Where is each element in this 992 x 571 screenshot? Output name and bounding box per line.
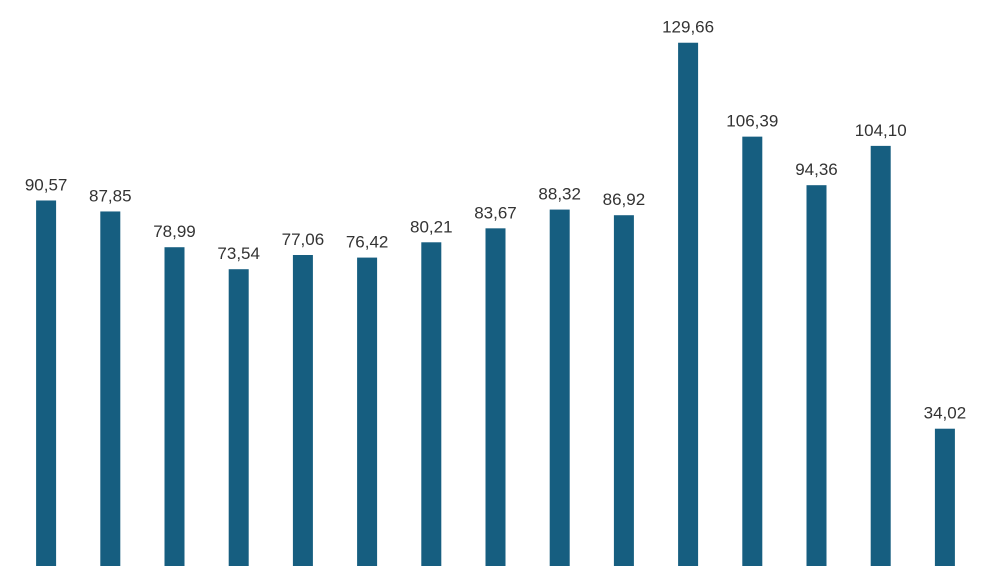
bar bbox=[613, 215, 634, 567]
data-label: 88,32 bbox=[538, 185, 581, 204]
data-label: 90,57 bbox=[25, 175, 68, 194]
bar bbox=[549, 209, 570, 566]
data-label: 87,85 bbox=[89, 186, 132, 205]
data-label: 78,99 bbox=[153, 222, 196, 241]
data-label: 34,02 bbox=[924, 404, 967, 423]
bar bbox=[164, 247, 185, 566]
data-label: 80,21 bbox=[410, 217, 453, 236]
bar bbox=[292, 255, 313, 566]
data-label: 94,36 bbox=[795, 160, 838, 179]
data-label: 129,66 bbox=[662, 18, 714, 37]
bar bbox=[485, 228, 506, 566]
data-label: 86,92 bbox=[603, 190, 646, 209]
data-label: 104,10 bbox=[855, 121, 907, 140]
data-label: 83,67 bbox=[474, 203, 517, 222]
bar bbox=[421, 242, 442, 567]
bar bbox=[36, 200, 57, 566]
bar bbox=[100, 211, 121, 566]
data-label: 76,42 bbox=[346, 233, 389, 252]
bar bbox=[870, 145, 891, 566]
data-label: 73,54 bbox=[217, 244, 260, 263]
bar bbox=[806, 185, 827, 566]
bar bbox=[357, 257, 378, 566]
bar bbox=[934, 428, 955, 566]
bar bbox=[742, 136, 763, 566]
bar bbox=[678, 42, 699, 566]
bar bbox=[228, 269, 249, 566]
data-label: 106,39 bbox=[726, 112, 778, 131]
data-label: 77,06 bbox=[282, 230, 325, 249]
